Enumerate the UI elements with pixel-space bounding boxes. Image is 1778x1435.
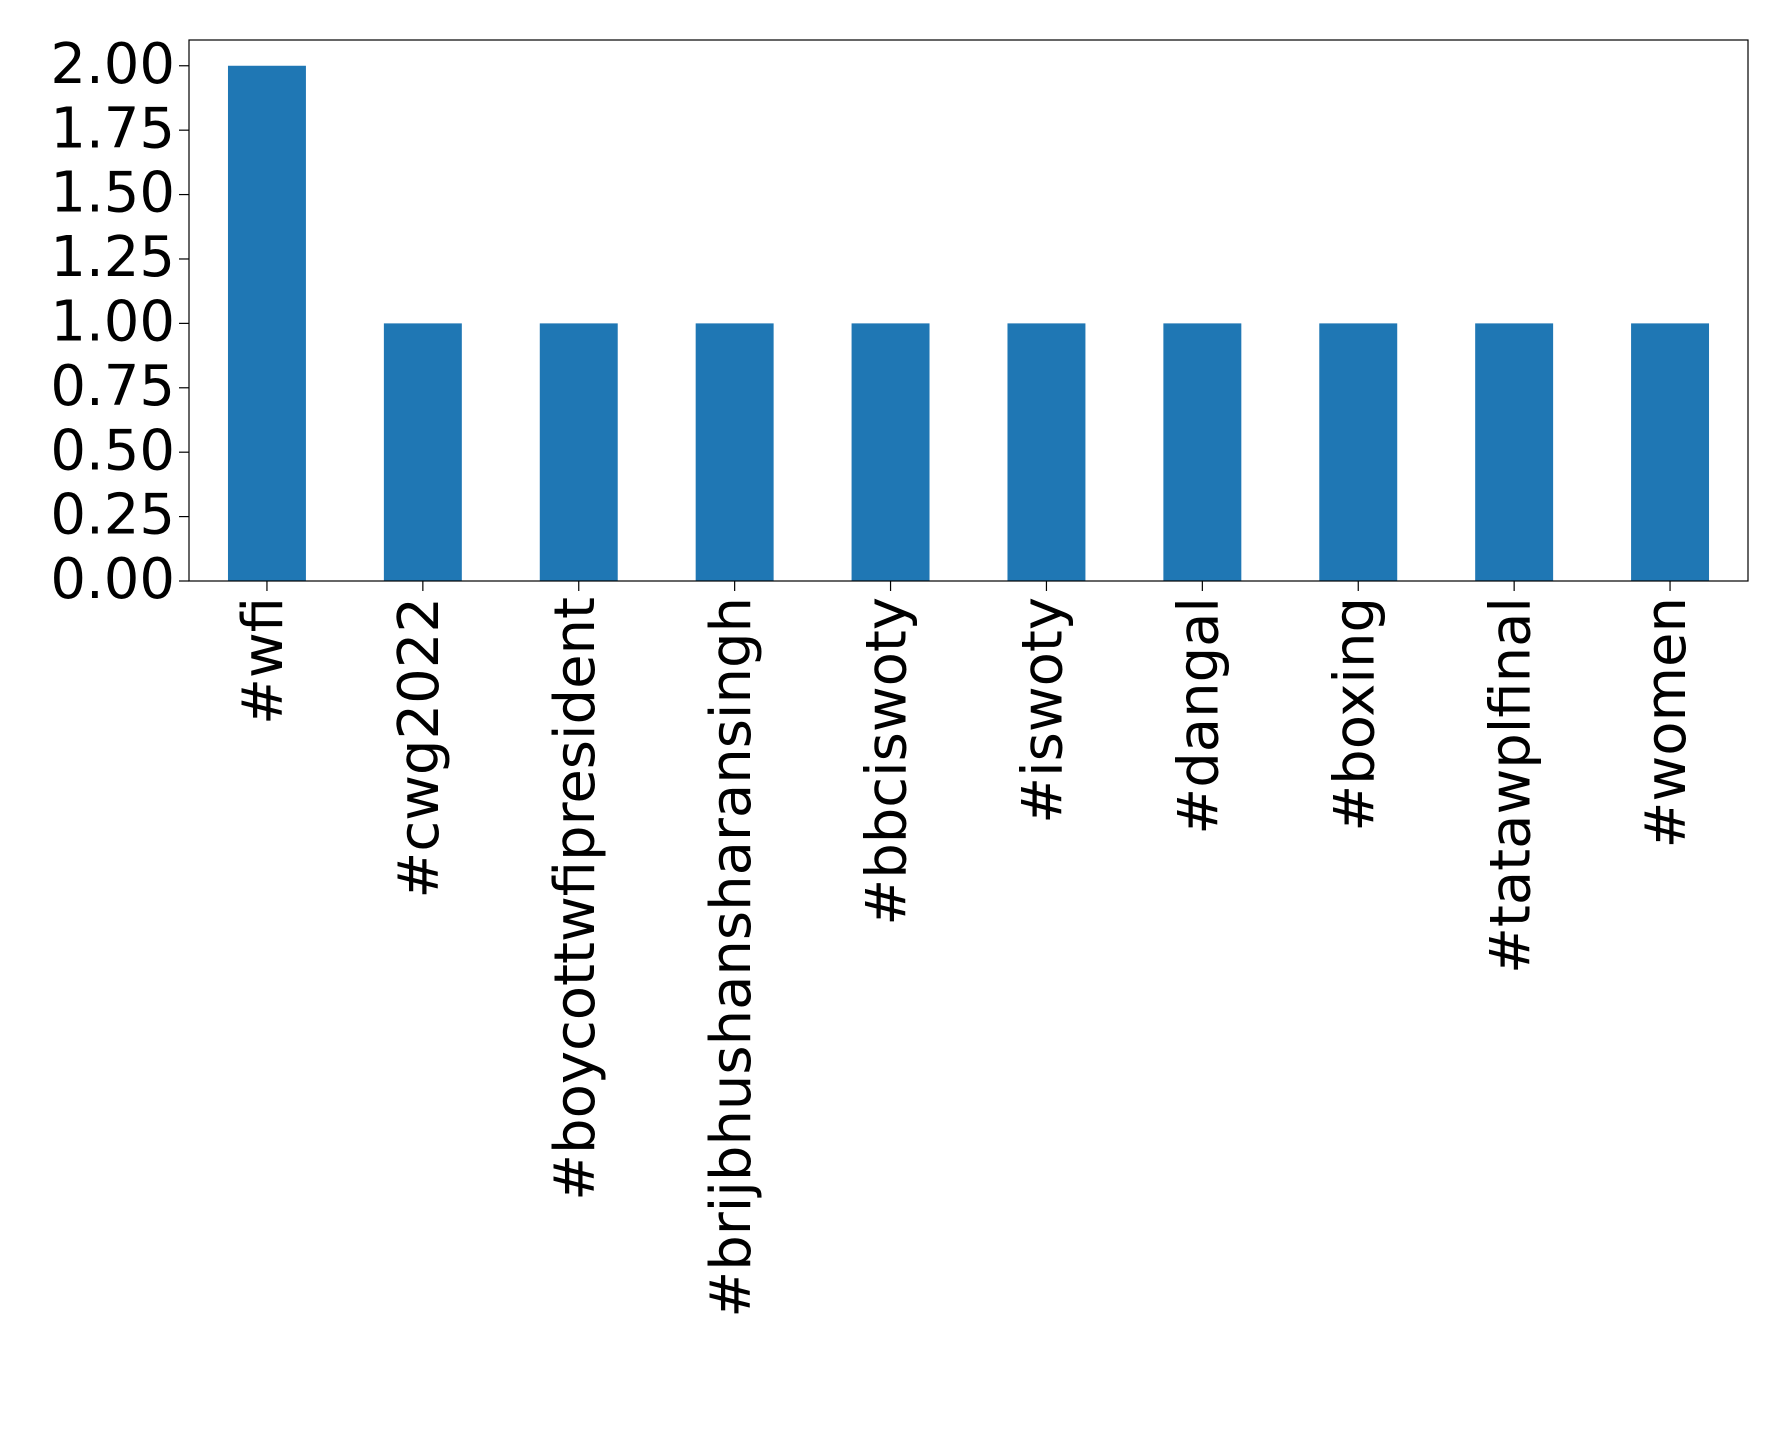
bar xyxy=(1475,323,1554,581)
bar xyxy=(383,323,462,581)
bar xyxy=(1007,323,1086,581)
x-tick-label: #cwg2022 xyxy=(387,597,452,899)
x-tick-label: #boycottwfipresident xyxy=(543,597,608,1201)
plot-frame xyxy=(188,39,1749,582)
y-tick-label: 1.00 xyxy=(50,290,175,355)
bar xyxy=(539,323,618,581)
y-tick-label: 1.25 xyxy=(50,225,175,290)
bar xyxy=(1163,323,1242,581)
bar xyxy=(1631,323,1710,581)
y-tick-label: 0.75 xyxy=(50,354,175,419)
y-tick-label: 2.00 xyxy=(50,32,175,97)
y-tick-label: 1.75 xyxy=(50,96,175,161)
bar xyxy=(851,323,930,581)
y-tick-label: 0.50 xyxy=(50,418,175,483)
y-tick-label: 0.00 xyxy=(50,547,175,612)
y-tick-label: 0.25 xyxy=(50,483,175,548)
x-tick-label: #boxing xyxy=(1322,597,1387,832)
x-tick-label: #tatawplfinal xyxy=(1478,597,1543,974)
x-tick-label: #wfi xyxy=(231,597,296,725)
x-tick-label: #iswoty xyxy=(1011,597,1076,824)
y-tick-label: 1.50 xyxy=(50,161,175,226)
bar xyxy=(227,65,306,581)
x-tick-label: #bbciswoty xyxy=(855,597,920,926)
x-tick-label: #women xyxy=(1634,597,1699,848)
bar xyxy=(1319,323,1398,581)
x-tick-label: #brijbhushansharansingh xyxy=(699,597,764,1318)
x-tick-label: #dangal xyxy=(1166,597,1231,835)
bar xyxy=(695,323,774,581)
